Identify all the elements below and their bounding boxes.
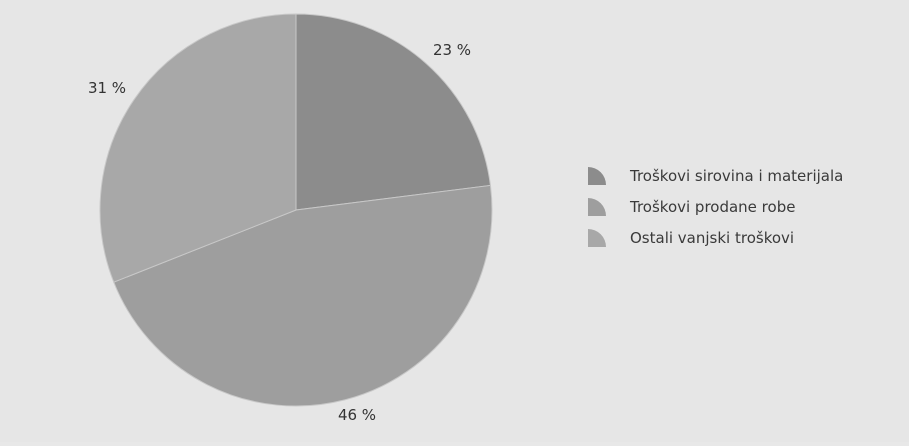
legend-swatch-2 — [588, 198, 606, 216]
pie-slice-2 — [113, 184, 493, 407]
legend-swatch-3 — [588, 229, 606, 247]
pie-slice-1 — [295, 13, 492, 211]
pie-value-labels: 23 % 46 % 31 % — [88, 41, 471, 424]
slice-value-label-1: 23 % — [433, 41, 471, 59]
legend-label-2: Troškovi prodane robe — [629, 198, 795, 216]
pie-slices — [99, 13, 493, 407]
legend-swatch-1 — [588, 167, 606, 185]
slice-value-label-3: 31 % — [88, 79, 126, 97]
slice-value-label-2: 46 % — [338, 406, 376, 424]
legend: Troškovi sirovina i materijala Troškovi p… — [588, 167, 843, 247]
legend-label-3: Ostali vanjski troškovi — [630, 229, 794, 247]
pie-slice-3 — [99, 13, 297, 283]
legend-label-1: Troškovi sirovina i materijala — [629, 167, 843, 185]
